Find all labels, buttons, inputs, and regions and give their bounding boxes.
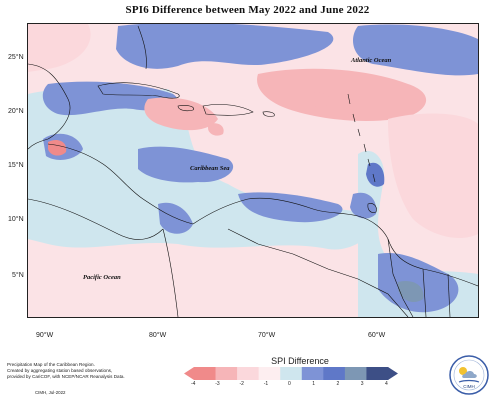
cimh-date: CIMH, Jul-2022 [35, 390, 66, 395]
legend-title: SPI Difference [271, 356, 329, 366]
coast-lesser-antilles [347, 93, 376, 183]
logo-text: CIMH [463, 384, 475, 389]
colorbar-left-arrow [184, 367, 194, 380]
colorbar-cell [323, 367, 346, 380]
credit-line-2: Created by aggregating station based obs… [7, 368, 113, 373]
border-guyana-suriname [422, 268, 427, 317]
colorbar-cell [258, 367, 281, 380]
pink-zone-atlantic [257, 68, 427, 121]
colorbar-tick-label: 2 [336, 381, 340, 387]
colorbar-tick-label: 0 [288, 381, 291, 387]
credit-text: Precipitation Map of the Caribbean Regio… [7, 362, 167, 380]
credit-line-3: provided by CariCOF, with NCEP/NCAR Rean… [7, 374, 125, 379]
pink-zone-gulf [28, 24, 91, 72]
colorbar-cell [280, 367, 303, 380]
coast-puerto-rico [262, 111, 275, 117]
colorbar-tick-label: -2 [239, 381, 244, 387]
coast-south-america-west [162, 228, 179, 317]
colorbar [184, 367, 398, 380]
coast-hispaniola [202, 104, 254, 116]
coastlines [28, 25, 478, 317]
lon-label-80w: 80°W [149, 332, 167, 339]
lon-label-70w: 70°W [258, 332, 276, 339]
coast-central-america-north [47, 143, 194, 225]
colorbar-cell [194, 367, 216, 380]
colorbar-cell [301, 367, 324, 380]
red-zone-belize [48, 140, 67, 156]
lat-label-15n: 15°N [8, 162, 24, 169]
border-colombia-venezuela [227, 228, 409, 317]
coast-central-america-pacific [28, 198, 164, 240]
map-panel: Atlantic Ocean Caribbean Sea Pacific Oce… [27, 23, 479, 318]
blue-zone-guianas [378, 253, 459, 313]
pink-zone-east [388, 113, 478, 239]
border-venezuela-guyana [387, 238, 414, 317]
cimh-logo: CIMH [449, 355, 489, 395]
colorbar-cell [344, 367, 367, 380]
coast-trinidad [367, 203, 377, 213]
atlantic-ocean-label: Atlantic Ocean [350, 57, 392, 64]
colorbar-tick-label: -3 [215, 381, 220, 387]
coast-jamaica [177, 105, 194, 112]
colorbar-tick-label: 1 [312, 381, 316, 387]
pink-spot-hispaniola [208, 123, 224, 136]
coast-south-america-north [192, 197, 478, 287]
colorbar-tick-label: 4 [385, 381, 388, 387]
colorbar-cells [194, 367, 389, 380]
lat-label-5n: 5°N [12, 272, 24, 279]
coast-mexico-yucatan [28, 63, 71, 150]
blue-zone-atlantic [353, 24, 478, 76]
lat-label-10n: 10°N [8, 216, 24, 223]
darkblue-zone-windward [366, 162, 385, 187]
border-suriname-guiana [447, 273, 451, 317]
colorbar-tick-label: -1 [263, 381, 269, 387]
colorbar-cell [366, 367, 389, 380]
lon-label-90w: 90°W [36, 332, 54, 339]
steel-zone-guyana [398, 280, 424, 303]
pink-spot-atlantic [308, 92, 331, 107]
pink-zone-jamaica [144, 97, 218, 131]
coast-florida [137, 25, 147, 70]
colorbar-tick-label: -4 [191, 381, 196, 387]
blue-zone-venezuela-coast [238, 192, 343, 223]
blue-zone-trinidad [350, 192, 377, 219]
colorbar-cell [237, 367, 259, 380]
colorbar-tick-label: 3 [360, 381, 364, 387]
pacific-ocean-label: Pacific Ocean [83, 274, 121, 281]
colorbar-cell [215, 367, 238, 380]
credit-line-1: Precipitation Map of the Caribbean Regio… [7, 362, 95, 367]
caribbean-sea-label: Caribbean Sea [190, 165, 230, 172]
colorbar-right-arrow [388, 367, 398, 380]
blue-zone-caribbean-sea [138, 146, 234, 183]
lat-label-20n: 20°N [8, 108, 24, 115]
blue-zone-cuba [42, 81, 178, 116]
map-title: SPI6 Difference between May 2022 and Jun… [125, 4, 370, 16]
lat-label-25n: 25°N [8, 54, 24, 61]
blue-zone-bahamas [116, 24, 334, 69]
lon-label-60w: 60°W [368, 332, 386, 339]
coast-cuba [97, 82, 180, 99]
spi-map: Atlantic Ocean Caribbean Sea Pacific Oce… [28, 24, 478, 317]
